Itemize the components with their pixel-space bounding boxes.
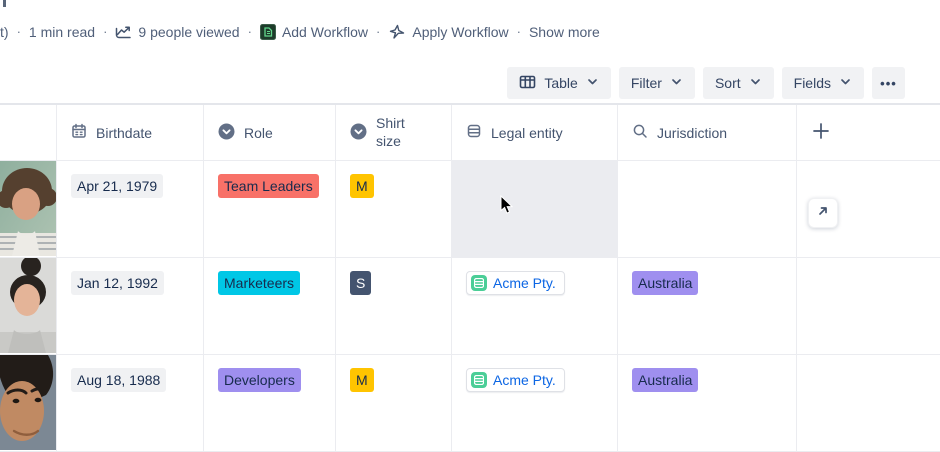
expand-entry-button[interactable] <box>808 198 838 228</box>
role-cell[interactable]: Marketeers <box>204 258 336 354</box>
arrow-up-right-icon <box>816 204 830 223</box>
table-row: Apr 21, 1979 Team Leaders M <box>0 161 940 258</box>
table-view-button[interactable]: Table <box>507 67 611 99</box>
sort-button[interactable]: Sort <box>702 67 774 99</box>
column-header-birthdate[interactable]: Birthdate <box>57 105 204 160</box>
separator-dot: · <box>376 24 381 39</box>
database-entry-icon <box>471 275 487 291</box>
table-row: Jan 12, 1992 Marketeers S Acme Pty. Aust… <box>0 258 940 355</box>
people-viewed[interactable]: 9 people viewed <box>115 24 240 40</box>
table-grid-icon <box>519 74 536 93</box>
birthdate-cell[interactable]: Apr 21, 1979 <box>57 161 204 257</box>
shirt-size-cell[interactable]: M <box>336 355 452 451</box>
legal-entity-cell[interactable]: Acme Pty. <box>452 355 618 451</box>
role-pill: Developers <box>218 368 301 392</box>
legal-entity-cell[interactable]: Acme Pty. <box>452 258 618 354</box>
jurisdiction-cell[interactable]: Australia <box>618 355 797 451</box>
apply-workflow-button[interactable]: Apply Workflow <box>388 23 509 40</box>
select-field-icon <box>218 123 235 143</box>
shirt-size-pill: S <box>350 271 372 295</box>
avatar-photo-man-dark-hair <box>0 355 56 450</box>
truncated-text: t) <box>0 23 9 40</box>
date-pill: Aug 18, 1988 <box>71 368 167 392</box>
jurisdiction-pill: Australia <box>632 368 699 392</box>
calendar-icon <box>71 123 87 142</box>
chevron-down-icon <box>586 75 599 91</box>
column-header-legal-entity[interactable]: Legal entity <box>452 105 618 160</box>
shirt-size-cell[interactable]: S <box>336 258 452 354</box>
entry-link-chip[interactable]: Acme Pty. <box>466 368 565 392</box>
more-options-button[interactable]: ••• <box>872 67 905 99</box>
avatar-cell[interactable] <box>0 355 57 451</box>
column-header-shirt-size[interactable]: Shirt size <box>336 105 452 160</box>
read-time: 1 min read <box>28 23 96 40</box>
date-pill: Jan 12, 1992 <box>71 271 164 295</box>
table-row: Aug 18, 1988 Developers M Acme Pty. Aust… <box>0 355 940 452</box>
fields-button[interactable]: Fields <box>781 67 864 99</box>
row-actions-cell <box>797 355 940 451</box>
role-cell[interactable]: Team Leaders <box>204 161 336 257</box>
table-header-row: Birthdate Role Shirt size Legal entity <box>0 105 940 161</box>
select-field-icon <box>350 123 367 143</box>
shirt-size-pill: M <box>350 368 374 392</box>
chevron-down-icon <box>749 75 762 91</box>
shirt-size-cell[interactable]: M <box>336 161 452 257</box>
database-icon <box>466 123 482 142</box>
jurisdiction-cell[interactable]: Australia <box>618 258 797 354</box>
add-workflow-button[interactable]: Add Workflow <box>259 23 368 40</box>
date-pill: Apr 21, 1979 <box>71 174 164 198</box>
separator-dot: · <box>247 24 252 39</box>
legal-entity-cell-hovered[interactable] <box>452 161 618 257</box>
role-pill: Team Leaders <box>218 174 319 198</box>
database-table: Birthdate Role Shirt size Legal entity <box>0 103 940 452</box>
avatar-photo-woman-curly-hair <box>0 161 56 256</box>
search-icon <box>632 123 648 142</box>
chevron-down-icon <box>839 75 852 91</box>
plus-icon <box>811 121 831 144</box>
database-entry-icon <box>471 372 487 388</box>
entry-link-chip[interactable]: Acme Pty. <box>466 271 565 295</box>
separator-dot: · <box>16 24 21 39</box>
jurisdiction-cell[interactable] <box>618 161 797 257</box>
shirt-size-pill: M <box>350 174 374 198</box>
trending-chart-icon <box>115 24 132 39</box>
chevron-down-icon <box>670 75 683 91</box>
row-actions-cell <box>797 161 940 257</box>
add-column-button[interactable] <box>797 105 940 160</box>
add-workflow-icon <box>259 23 276 40</box>
jurisdiction-pill: Australia <box>632 271 699 295</box>
show-more-button[interactable]: Show more <box>528 23 600 40</box>
filter-button[interactable]: Filter <box>618 67 695 99</box>
column-header-image[interactable] <box>0 105 57 160</box>
apply-workflow-icon <box>388 23 406 40</box>
avatar-cell[interactable] <box>0 258 57 354</box>
column-header-role[interactable]: Role <box>204 105 336 160</box>
avatar-cell[interactable] <box>0 161 57 257</box>
ellipsis-icon: ••• <box>880 75 897 91</box>
separator-dot: · <box>516 24 521 39</box>
role-cell[interactable]: Developers <box>204 355 336 451</box>
column-header-jurisdiction[interactable]: Jurisdiction <box>618 105 797 160</box>
avatar-photo-woman-hair-bun <box>0 258 56 353</box>
page-meta-bar: t) · 1 min read · 9 people viewed · Add … <box>0 23 600 40</box>
birthdate-cell[interactable]: Aug 18, 1988 <box>57 355 204 451</box>
view-toolbar: Table Filter Sort Fields ••• <box>507 67 905 99</box>
separator-dot: · <box>103 24 108 39</box>
clipped-element-fragment <box>3 0 6 7</box>
birthdate-cell[interactable]: Jan 12, 1992 <box>57 258 204 354</box>
role-pill: Marketeers <box>218 271 301 295</box>
row-actions-cell <box>797 258 940 354</box>
